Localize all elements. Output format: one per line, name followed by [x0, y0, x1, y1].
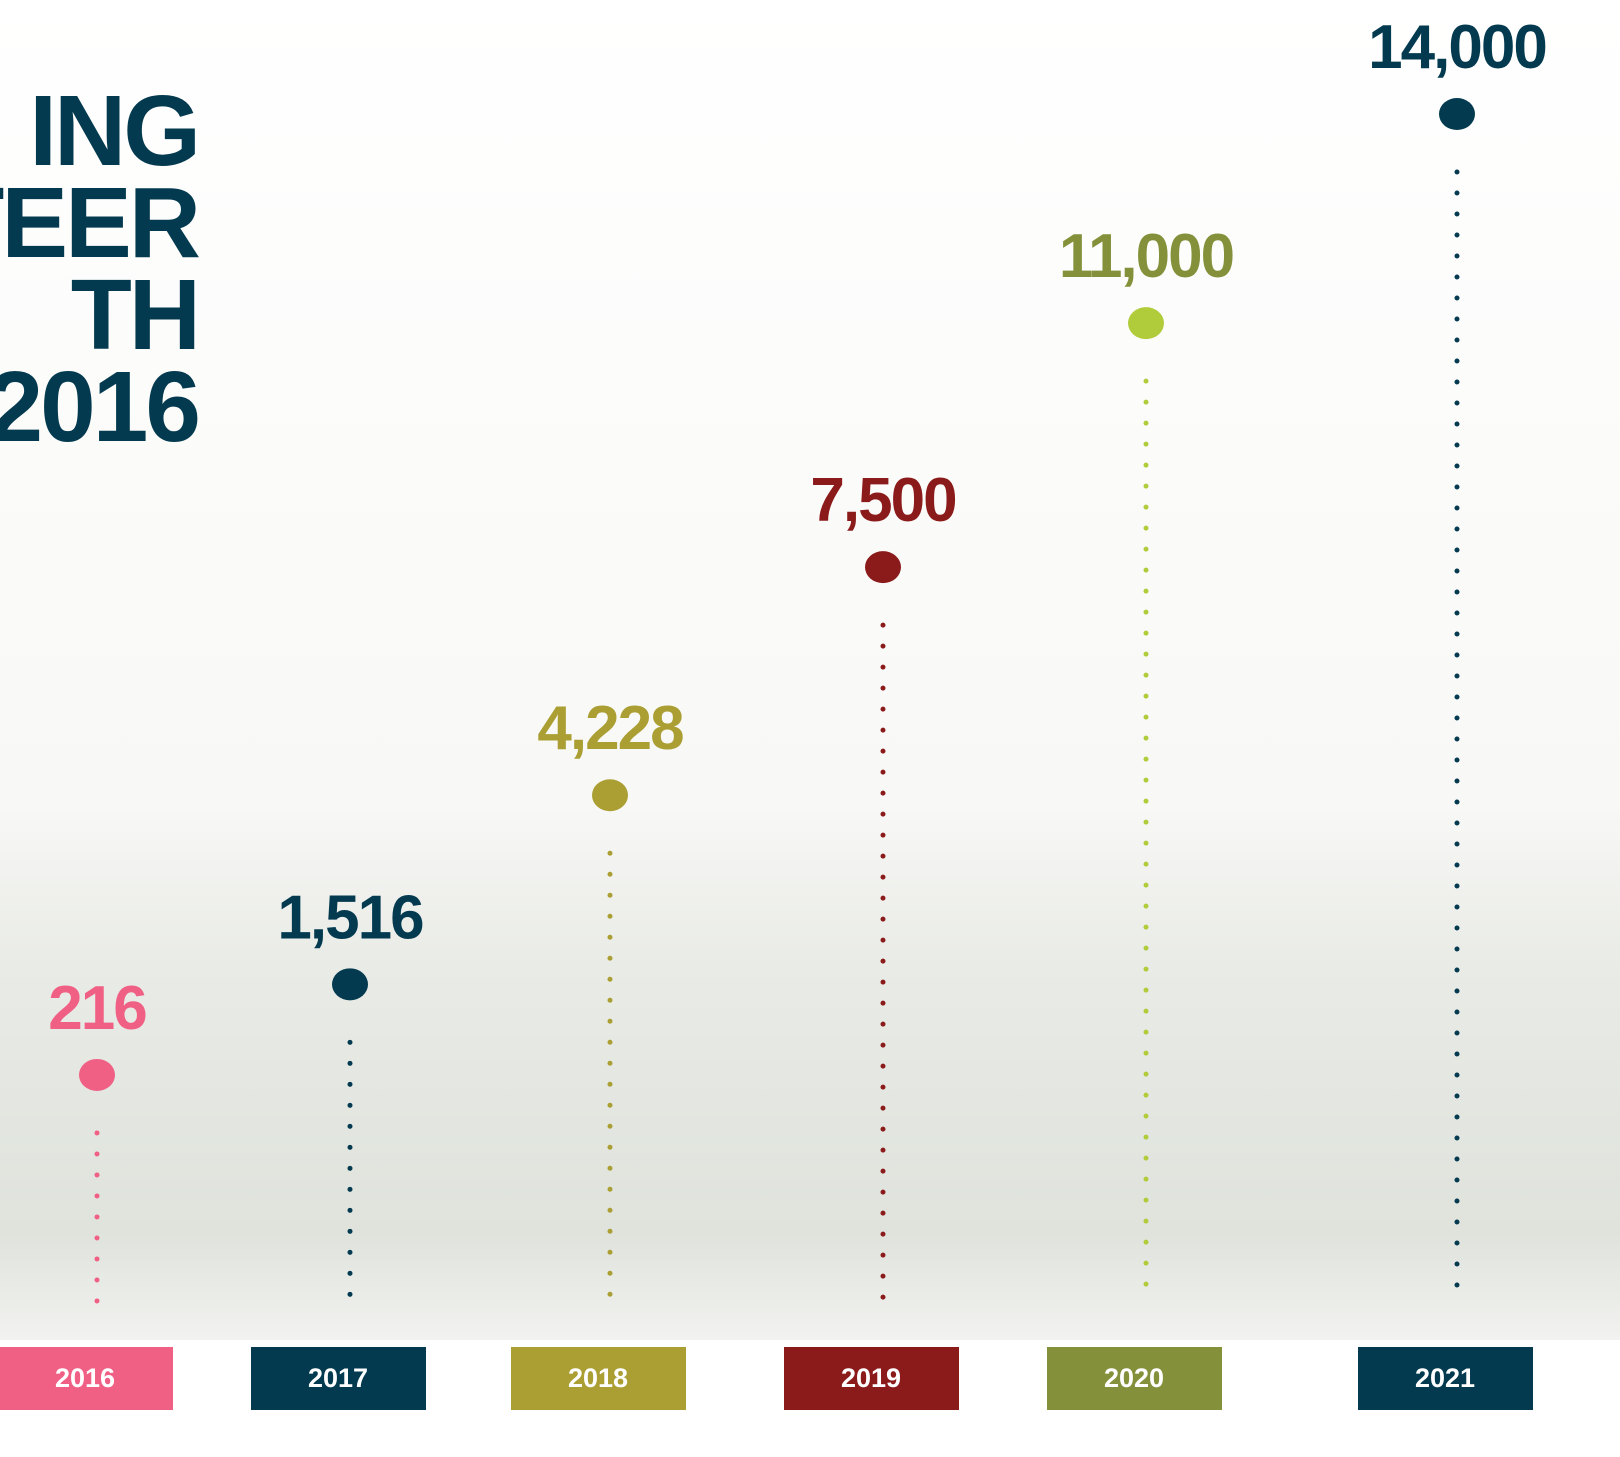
- value-label: 11,000: [1059, 222, 1233, 291]
- dot: [1439, 98, 1475, 130]
- background: [0, 0, 1620, 1340]
- category-label: 2018: [568, 1363, 628, 1393]
- value-label: 1,516: [277, 883, 423, 952]
- dot: [79, 1059, 115, 1091]
- value-label: 4,228: [537, 694, 683, 763]
- category-label: 2021: [1415, 1363, 1475, 1393]
- category-label: 2020: [1104, 1363, 1164, 1393]
- dot: [592, 779, 628, 811]
- dot: [865, 551, 901, 583]
- value-label: 14,000: [1368, 13, 1546, 82]
- value-label: 7,500: [810, 466, 955, 535]
- dot: [332, 968, 368, 1000]
- title-line: 2016: [0, 351, 198, 463]
- category-label: 2016: [55, 1363, 115, 1393]
- category-label: 2019: [841, 1363, 901, 1393]
- dot: [1128, 307, 1164, 339]
- chart: INGTEERTH2016201621620171,51620184,22820…: [0, 0, 1620, 1457]
- value-label: 216: [48, 974, 146, 1043]
- category-label: 2017: [308, 1363, 368, 1393]
